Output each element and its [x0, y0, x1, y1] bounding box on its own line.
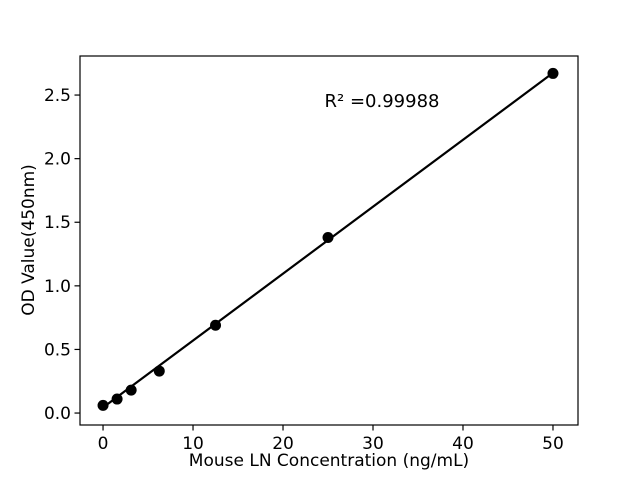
- data-point: [153, 365, 165, 377]
- x-tick-label: 10: [182, 434, 204, 454]
- data-point: [125, 384, 137, 396]
- y-tick-label: 1.5: [44, 213, 71, 233]
- y-tick-label: 2.5: [44, 86, 71, 106]
- x-tick-label: 0: [98, 434, 109, 454]
- x-tick-label: 20: [272, 434, 294, 454]
- data-point: [322, 232, 334, 244]
- y-tick-label: 0.0: [44, 404, 71, 424]
- x-tick-label: 50: [542, 434, 564, 454]
- y-tick-label: 2.0: [44, 150, 71, 170]
- y-axis-label: OD Value(450nm): [19, 164, 39, 316]
- x-tick-label: 30: [362, 434, 384, 454]
- data-point: [97, 399, 109, 411]
- x-tick-label: 40: [452, 434, 474, 454]
- x-axis-label: Mouse LN Concentration (ng/mL): [189, 451, 469, 471]
- data-point: [111, 393, 123, 405]
- data-point: [210, 319, 222, 331]
- y-tick-label: 0.5: [44, 340, 71, 360]
- y-tick-label: 1.0: [44, 277, 71, 297]
- r-squared-annotation: R² =0.99988: [325, 91, 440, 112]
- plot-area: 0 10 20 30 40 50 0.0 0.5 1.0 1.5 2.0 2.5: [44, 55, 579, 454]
- data-point: [547, 67, 559, 79]
